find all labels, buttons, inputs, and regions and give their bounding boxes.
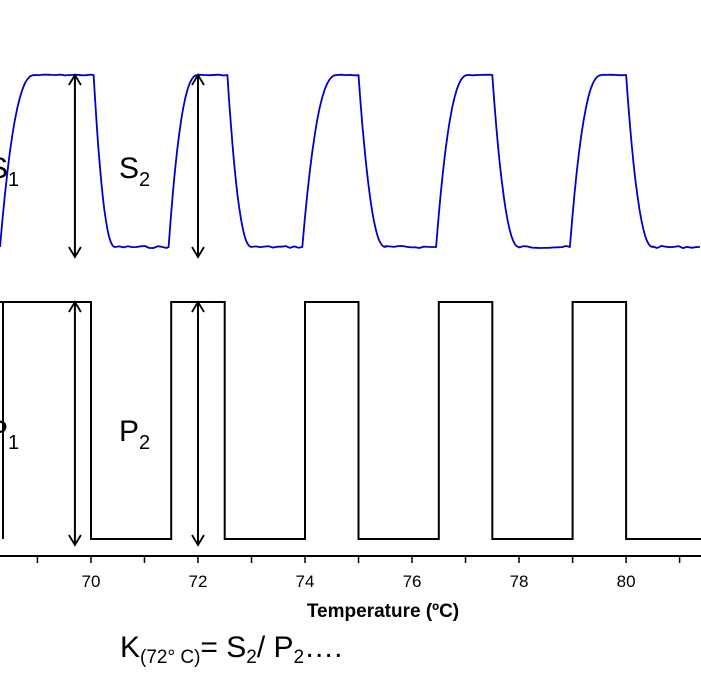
formula-k-sub: (72° C) [140, 647, 200, 668]
p1-arrow [68, 300, 82, 547]
formula-slash: / P [257, 631, 294, 664]
x-tick-label-72: 72 [189, 572, 208, 591]
x-tick-label-78: 78 [510, 572, 529, 591]
p1-label: P1 [0, 415, 19, 454]
formula-k: K [120, 631, 140, 664]
x-tick-label-76: 76 [403, 572, 422, 591]
blue-series-layer [0, 73, 700, 249]
x-axis-label: Temperature (ºC) [307, 601, 459, 622]
black-series-layer [0, 301, 701, 540]
formula-s-sub: 2 [246, 647, 257, 668]
blue-signal-line [0, 73, 700, 249]
x-axis: 70 72 74 76 78 80 [0, 555, 701, 591]
black-pulse-line [0, 301, 701, 540]
p2-label: P2 [119, 415, 150, 454]
x-tick-label-70: 70 [82, 572, 101, 591]
s1-label: S1 [0, 152, 19, 191]
formula-eq: = S [200, 631, 246, 664]
formula-p-sub: 2 [294, 647, 305, 668]
p2-arrow [191, 300, 205, 547]
x-tick-label-80: 80 [617, 572, 636, 591]
s2-label: S2 [119, 152, 150, 191]
annotations: S1 S2 P1 P2 [0, 73, 205, 547]
s1-arrow [68, 73, 82, 259]
formula-tail: …. [304, 631, 342, 664]
formula: K(72° C)= S2/ P2…. [120, 631, 342, 668]
s2-arrow [191, 73, 205, 259]
x-tick-label-74: 74 [296, 572, 315, 591]
